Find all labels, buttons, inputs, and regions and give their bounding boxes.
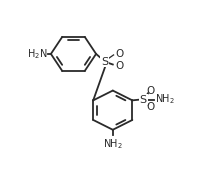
Text: NH$_2$: NH$_2$ xyxy=(103,137,123,151)
Text: O: O xyxy=(116,49,124,59)
Text: O: O xyxy=(116,61,124,71)
Text: NH$_2$: NH$_2$ xyxy=(155,93,175,106)
Text: H$_2$N: H$_2$N xyxy=(27,47,47,61)
Text: O: O xyxy=(146,102,154,112)
Text: S: S xyxy=(101,56,108,67)
Text: S: S xyxy=(140,95,147,105)
Text: O: O xyxy=(146,86,154,96)
